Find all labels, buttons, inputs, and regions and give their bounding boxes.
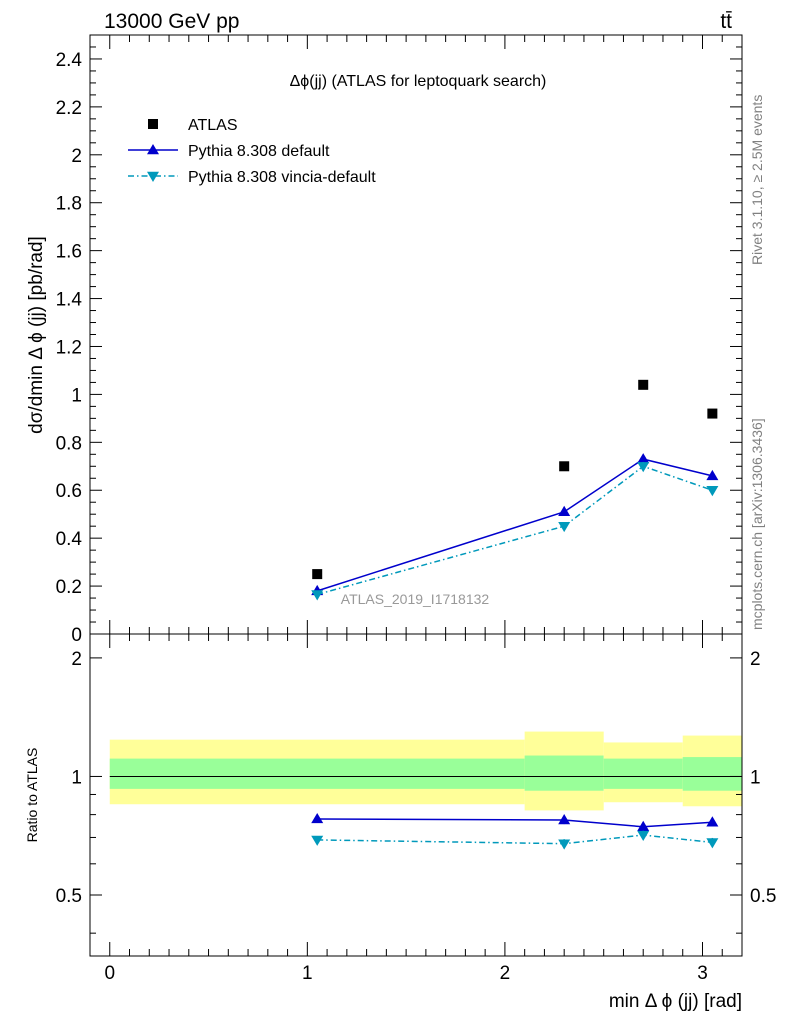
y-tick-label: 1: [71, 385, 82, 406]
data-point: [637, 453, 650, 464]
y-tick-label: 0.4: [56, 529, 83, 550]
data-point: [558, 521, 571, 533]
ratio-point: [311, 835, 324, 846]
data-point: [706, 469, 719, 481]
data-point: [312, 569, 323, 580]
x-axis-label: min Δ ϕ (jj) [rad]: [609, 991, 742, 1012]
y-tick-label: 0.2: [56, 577, 82, 598]
y-tick-label: 1.6: [56, 242, 82, 263]
x-tick-label: 1: [302, 963, 313, 984]
legend-marker: [147, 171, 159, 182]
ratio-point: [558, 839, 571, 850]
y-tick-label: 0: [71, 625, 82, 646]
data-point: [558, 505, 571, 517]
inner-uncertainty-band: [109, 758, 525, 789]
ratio-y-tick-label-right: 0.5: [750, 886, 776, 907]
data-point: [311, 590, 324, 601]
series-pythia-8-308-default: [311, 453, 719, 596]
series-line: [316, 458, 713, 592]
legend: ATLAS Pythia 8.308 default Pythia 8.308 vi…: [128, 117, 376, 186]
ratio-point: [558, 814, 571, 825]
ratio-point: [706, 838, 719, 849]
ratio-point: [637, 830, 650, 842]
ratio-point: [311, 812, 324, 824]
y-tick-label: 1.4: [56, 290, 83, 311]
y-tick-label: 2.2: [56, 98, 82, 119]
ratio-y-axis-label: Ratio to ATLAS: [24, 748, 40, 843]
inner-uncertainty-band: [603, 758, 683, 789]
analysis-label: ATLAS_2019_I1718132: [341, 591, 490, 607]
series-atlas: [312, 379, 718, 580]
series-line: [317, 465, 713, 596]
data-point: [559, 461, 570, 472]
legend-label: Pythia 8.308 default: [188, 143, 330, 160]
ratio-y-tick-label: 1: [71, 767, 82, 788]
ratio-series-pythia-8-308-default: [311, 812, 719, 831]
legend-marker: [148, 119, 158, 129]
legend-label: Pythia 8.308 vincia-default: [188, 169, 376, 186]
energy-label: 13000 GeV pp: [104, 10, 239, 33]
ratio-line: [317, 834, 713, 845]
y-axis-label: dσ/dmin Δ ϕ (jj) [pb/rad]: [26, 236, 47, 434]
ratio-series-pythia-8-308-vincia-default: [311, 830, 719, 850]
main-panel: 0 0.2 0.4 0.6 0.8 1 1.2 1.4 1.6 1.8 2 2.2 2.4: [56, 34, 743, 646]
ratio-panel: 0.5 0.5 1 1 2 2 0 1 2 3: [56, 633, 776, 984]
data-point: [707, 408, 718, 419]
x-tick-label: 2: [500, 963, 511, 984]
x-tick-label: 3: [697, 963, 708, 984]
ratio-frame: [89, 633, 743, 957]
ratio-y-tick-label: 0.5: [56, 886, 82, 907]
x-tick-label: 0: [104, 963, 115, 984]
data-point: [638, 379, 649, 390]
mcplots-label: mcplots.cern.ch [arXiv:1306.3436]: [749, 418, 765, 630]
ratio-line: [317, 818, 713, 828]
inner-uncertainty-band: [524, 755, 604, 791]
series-pythia-8-308-vincia-default: [311, 461, 719, 601]
y-tick-label: 0.6: [56, 481, 82, 502]
y-tick-label: 2.4: [56, 50, 83, 71]
inner-uncertainty-band: [682, 757, 742, 791]
y-tick-label: 1.8: [56, 194, 82, 215]
ratio-point: [637, 820, 650, 831]
ratio-point: [706, 816, 719, 827]
y-tick-label: 1.2: [56, 337, 82, 358]
y-tick-label: 0.8: [56, 433, 82, 454]
legend-marker: [147, 144, 159, 155]
ratio-y-tick-label-right: 1: [750, 767, 761, 788]
data-point: [706, 486, 719, 497]
main-title: Δϕ(jj) (ATLAS for leptoquark search): [290, 73, 547, 90]
ratio-y-tick-label: 2: [71, 649, 82, 670]
legend-label: ATLAS: [188, 117, 238, 134]
ratio-y-tick-label-right: 2: [750, 649, 761, 670]
y-tick-label: 2: [71, 146, 82, 167]
process-label: tt̄: [720, 10, 732, 33]
rivet-label: Rivet 3.1.10, ≥ 2.5M events: [749, 95, 765, 265]
data-point: [637, 462, 650, 473]
